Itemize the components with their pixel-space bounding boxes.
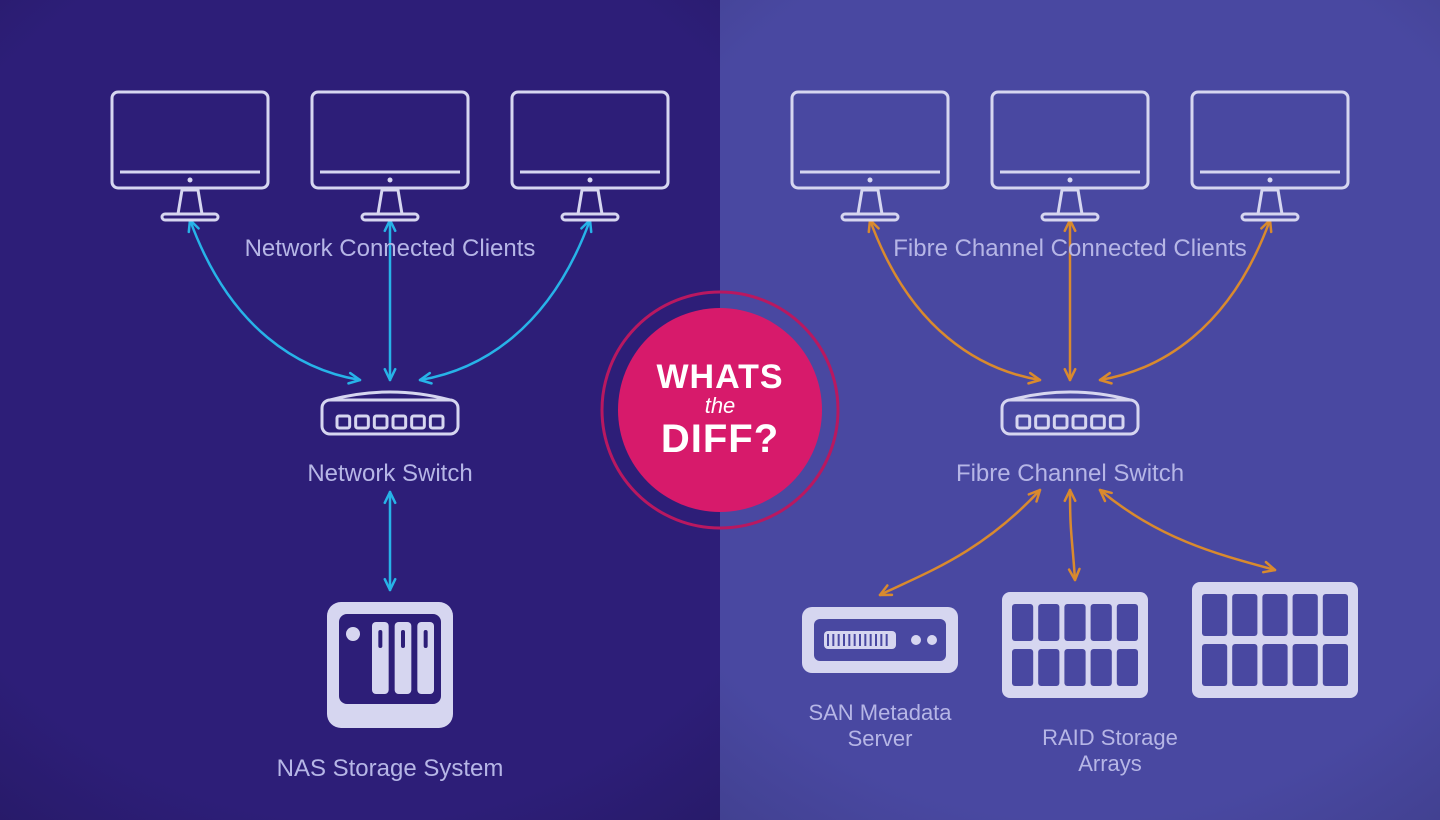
monitor-icon [790,90,950,228]
raid-array-icon [1000,590,1150,700]
badge-line2: the [705,393,736,419]
badge-line1: WHATS [656,358,783,397]
monitor-icon [510,90,670,228]
label-san-clients: Fibre Channel Connected Clients [770,235,1370,263]
diagram-stage: Network Connected Clients Network Switch… [0,0,1440,820]
monitor-icon [110,90,270,228]
badge-line3: DIFF? [661,417,779,462]
monitor-icon [310,90,470,228]
fibre-switch-icon [1000,390,1140,438]
label-nas-clients: Network Connected Clients [90,235,690,263]
raid-array-icon [1190,580,1360,700]
label-san-switch: Fibre Channel Switch [770,460,1370,488]
monitor-icon [1190,90,1350,228]
san-server-icon [800,605,960,675]
monitor-icon [990,90,1150,228]
label-nas-storage: NAS Storage System [90,755,690,783]
center-badge: WHATS the DIFF? [618,308,822,512]
network-switch-icon [320,390,460,438]
nas-storage-icon [325,600,455,730]
label-raid-arrays: RAID StorageArrays [810,725,1410,777]
